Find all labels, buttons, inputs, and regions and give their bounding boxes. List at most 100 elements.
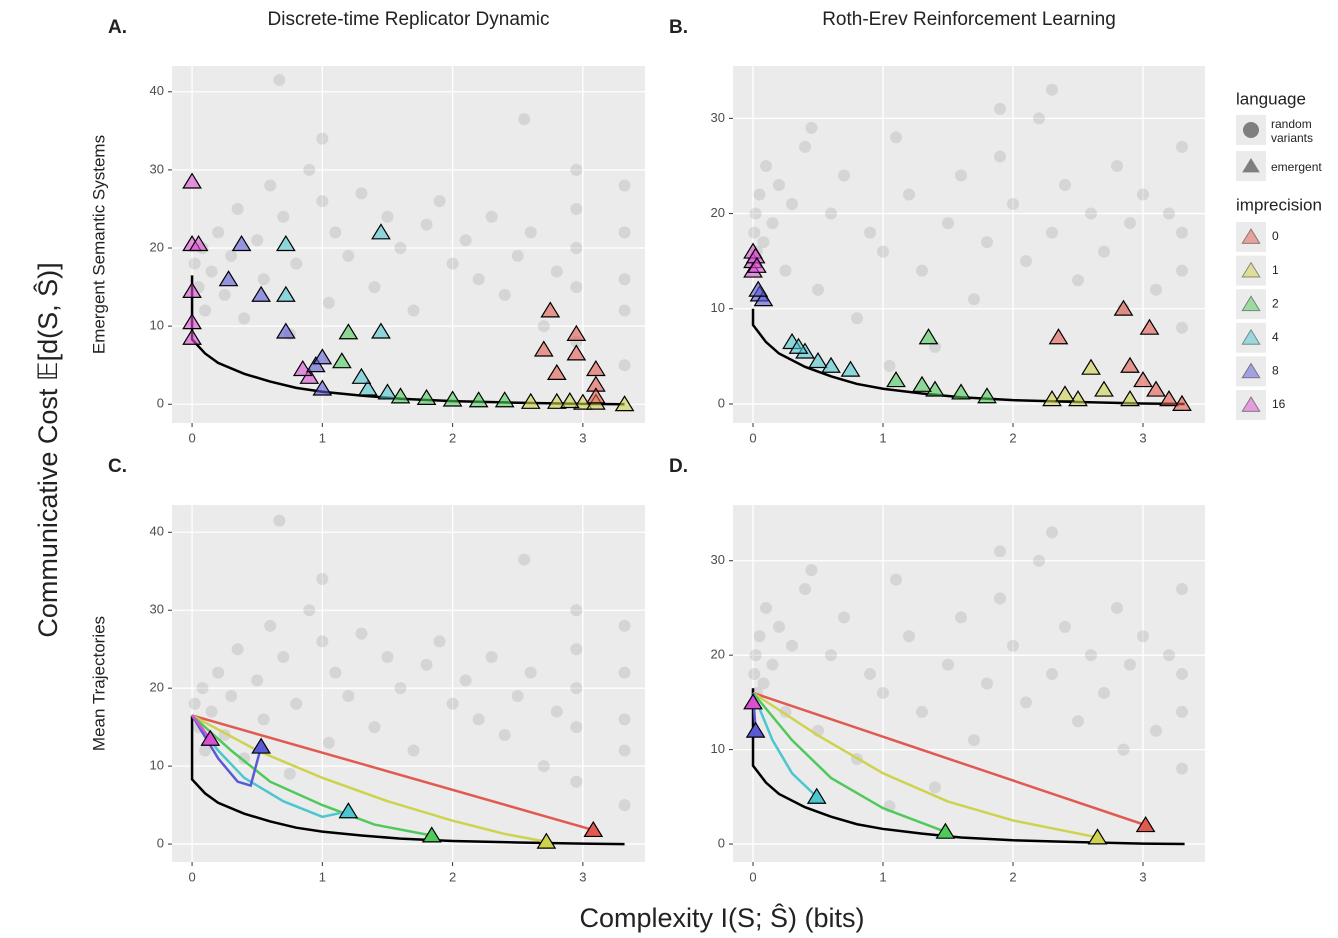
random-variant-point [238,312,251,325]
emergent-point [299,367,320,384]
random-variant-point [981,677,994,690]
random-variant-point [472,713,485,726]
trajectory-line [190,715,625,846]
random-variant-point [550,705,563,718]
random-variant-point [618,359,631,372]
random-variant-point [766,658,779,671]
random-variant-point [1149,724,1162,737]
emergent-point [358,379,378,396]
random-variant-point [618,226,631,239]
legend-label: 0 [1272,229,1279,243]
row-label: Mean Trajectories [89,616,108,751]
random-variant-point [498,288,511,301]
emergent-point [494,391,515,408]
emergent-point [743,693,763,710]
random-variant-point [838,169,851,182]
random-variant-point [420,658,433,671]
random-variant-point [524,666,537,679]
emergent-point [338,323,359,340]
random-variant-point [916,264,929,277]
random-variant-point [277,650,290,663]
random-variant-point [498,728,511,741]
random-variant-point [799,140,812,153]
emergent-point [1159,390,1179,407]
random-variant-point [1097,245,1110,258]
random-variant-point [303,163,316,176]
emergent-point [251,737,271,754]
random-variant-point [570,682,583,695]
y-axis-label: Communicative Cost 𝔼[d(S, Ŝ)] [32,262,63,637]
random-variant-point [968,293,981,306]
random-variant-point [903,630,916,643]
random-variant-point [760,601,773,614]
x-tick-label: 0 [188,430,195,445]
random-variant-point [257,273,270,286]
emergent-point [559,391,580,409]
emergent-point [912,375,932,392]
random-variant-point [864,668,877,681]
random-variant-point [322,736,335,749]
x-axis-label: Complexity I(S; Ŝ) (bits) [579,902,864,933]
emergent-point [182,313,202,330]
emergent-point [918,328,939,345]
y-tick-label: 30 [711,110,725,125]
legend-symbol [1241,295,1261,312]
emergent-point [1135,816,1156,833]
emergent-point [275,322,296,339]
random-variant-point [1136,188,1149,201]
random-variant-point [212,666,225,679]
emergent-point [390,387,411,404]
random-variant-point [407,304,420,317]
random-variant-point [316,573,329,586]
random-variant-point [955,169,968,182]
random-variant-point [485,210,498,223]
legend-label: 1 [1272,263,1279,277]
random-variant-point [407,744,420,757]
x-tick-label: 1 [879,869,886,884]
random-variant-point [290,697,303,710]
random-variant-point [786,639,799,652]
random-variant-point [459,674,472,687]
emergent-point [231,234,252,252]
y-tick-label: 10 [711,300,725,315]
x-tick-label: 2 [1009,430,1016,445]
x-tick-label: 1 [879,430,886,445]
emergent-point [583,820,604,838]
random-variant-point [1033,554,1046,567]
random-variant-point [251,674,264,687]
emergent-point [182,328,202,345]
random-variant-point [1020,255,1033,268]
random-variant-point [212,226,225,239]
random-variant-point [877,686,890,699]
legend-symbol [1241,328,1261,345]
random-variant-point [753,188,766,201]
random-variant-point [1071,715,1084,728]
random-variant-point [748,668,761,681]
legend-label: random variants [1271,117,1314,145]
random-variant-point [550,265,563,278]
emergent-point [421,826,442,843]
emergent-point [546,363,567,381]
random-variant-point [1136,630,1149,643]
random-variant-point [316,132,329,145]
random-variant-point [273,514,286,527]
emergent-point [371,223,391,240]
emergent-point [1139,318,1160,335]
legend-label-box: random variants [1271,117,1314,145]
emergent-point [305,356,326,373]
x-tick-label: 0 [188,869,195,884]
random-variant-point [981,236,994,249]
random-variant-point [1097,686,1110,699]
random-variant-point [394,682,407,695]
random-variant-point [277,210,290,223]
random-variant-point [1175,226,1188,239]
x-tick-label: 1 [319,869,326,884]
emergent-point [935,822,956,839]
random-variant-point [570,721,583,734]
random-variant-point [511,689,524,702]
x-tick-label: 2 [449,430,456,445]
plot-background [172,66,645,423]
random-variant-point [1110,159,1123,172]
legend-symbol [1241,261,1261,278]
random-variant-point [446,257,459,270]
